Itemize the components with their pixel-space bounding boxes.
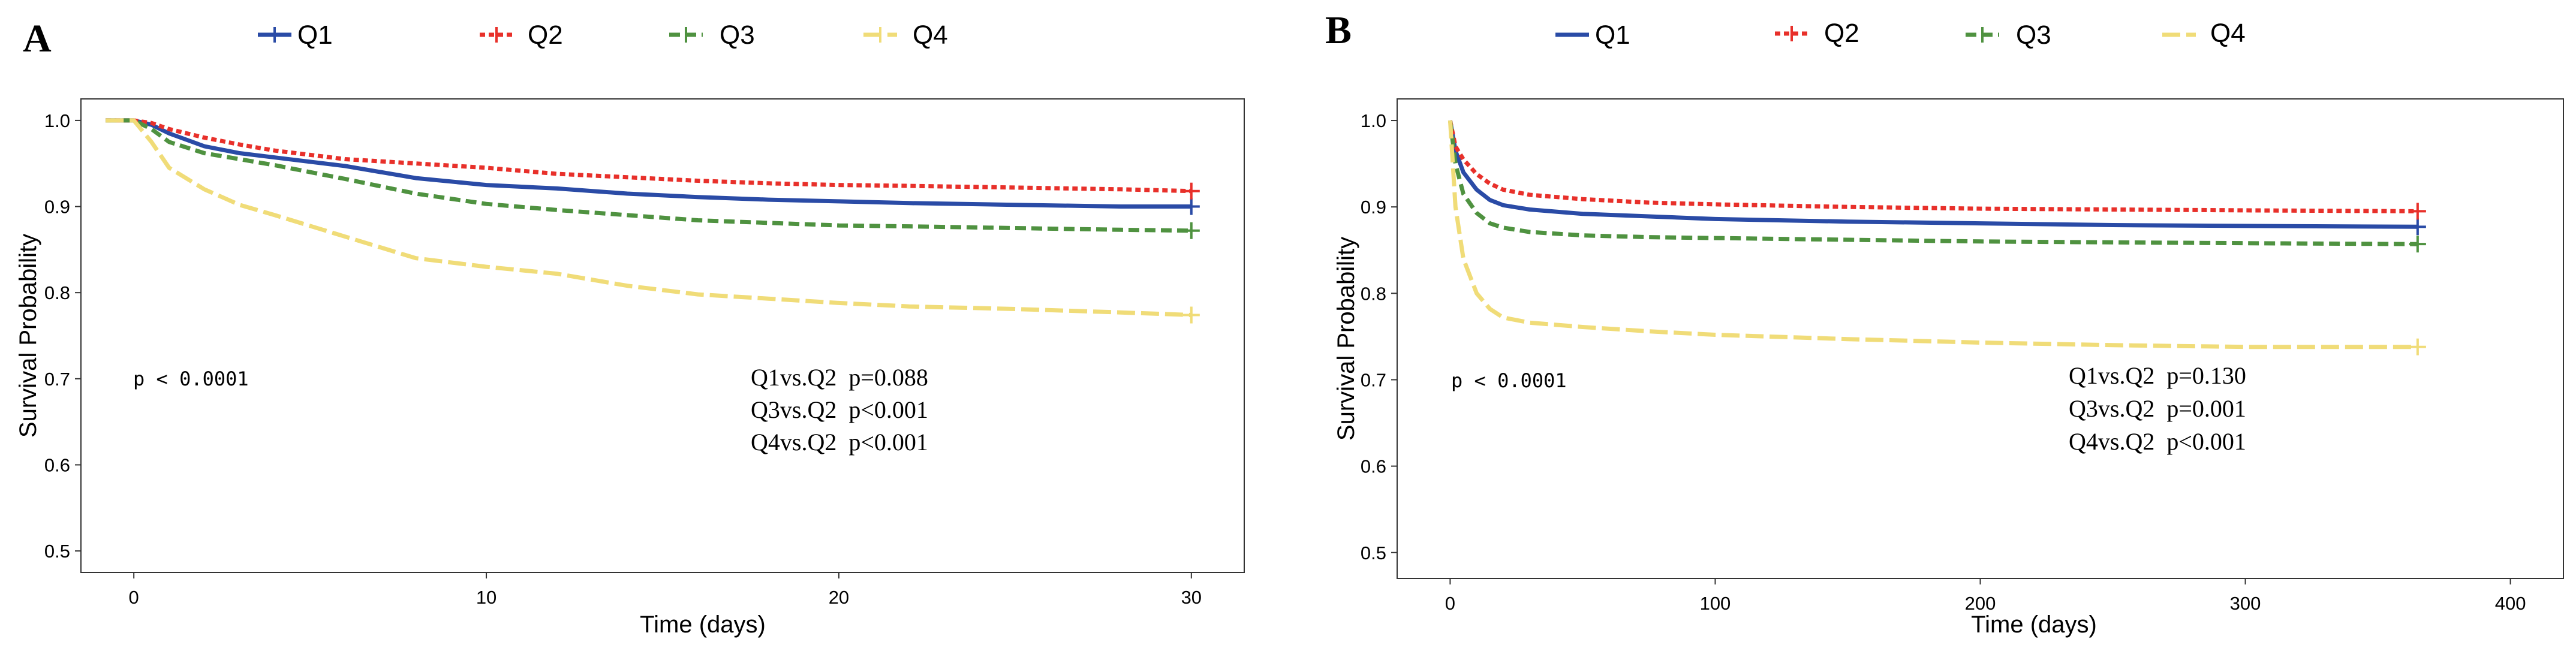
panel-b-letter: B xyxy=(1325,8,1352,52)
legend-item-q1: Q1 xyxy=(258,20,333,50)
panel-b-x-axis: 0 100 200 300 400 xyxy=(1445,578,2526,614)
legend-q4-label: Q4 xyxy=(2210,19,2246,48)
legend-item-q3: Q3 xyxy=(669,20,755,50)
panel-b-comparison-3: Q4vs.Q2 p<0.001 xyxy=(2069,428,2246,455)
panel-b-x-tick-label: 400 xyxy=(2495,593,2526,614)
legend-item-q3: Q3 xyxy=(1966,20,2051,50)
panel-b-pvalue: p < 0.0001 xyxy=(1451,369,1567,392)
legend-q1-label: Q1 xyxy=(297,20,333,50)
legend-item-q2: Q2 xyxy=(480,20,563,50)
panel-a-x-tick-label: 10 xyxy=(476,587,496,608)
panel-a-x-tick-label: 0 xyxy=(129,587,139,608)
panel-b-y-tick-label: 1.0 xyxy=(1361,110,1386,131)
panel-b-y-tick-label: 0.6 xyxy=(1361,456,1386,477)
panel-a-pvalue: p < 0.0001 xyxy=(133,367,249,390)
legend-q2-label: Q2 xyxy=(1824,19,1859,48)
panel-a-x-axis: 0 10 20 30 xyxy=(129,572,1202,608)
panel-b: B Q1 Q2 Q3 Q4 0.5 0.6 0.7 0.8 0.9 1.0 xyxy=(1325,8,2564,638)
legend-item-q1: Q1 xyxy=(1555,20,1630,50)
panel-a-legend: Q1 Q2 Q3 Q4 xyxy=(258,20,948,50)
panel-a-y-tick-label: 0.9 xyxy=(44,197,70,218)
panel-b-curve-q2 xyxy=(1448,120,2418,213)
panel-a-curve-q1 xyxy=(106,118,1191,209)
panel-a-comparison-2: Q3vs.Q2 p<0.001 xyxy=(751,396,928,423)
legend-q3-label: Q3 xyxy=(720,20,755,50)
panel-a-x-tick-label: 20 xyxy=(829,587,849,608)
panel-b-y-tick-label: 0.5 xyxy=(1361,542,1386,563)
panel-a-curves xyxy=(106,118,1200,324)
panel-a-comparison-1: Q1vs.Q2 p=0.088 xyxy=(751,364,928,391)
panel-b-y-tick-label: 0.9 xyxy=(1361,197,1386,218)
legend-q4-label: Q4 xyxy=(913,20,948,50)
panel-b-y-axis: 0.5 0.6 0.7 0.8 0.9 1.0 xyxy=(1361,110,1397,563)
panel-b-y-axis-title: Survival Probability xyxy=(1333,237,1359,441)
panel-a-y-tick-label: 0.7 xyxy=(44,369,70,390)
legend-item-q4: Q4 xyxy=(2162,19,2246,48)
panel-a-curve-q4 xyxy=(106,118,1191,317)
legend-item-q2: Q2 xyxy=(1775,19,1859,48)
panel-b-x-tick-label: 100 xyxy=(1700,593,1731,614)
panel-b-comparison-2: Q3vs.Q2 p=0.001 xyxy=(2069,395,2246,422)
panel-b-curve-q4 xyxy=(1448,120,2418,349)
panel-a-y-tick-label: 0.5 xyxy=(44,541,70,562)
panel-a-plot-frame xyxy=(80,98,1245,573)
panel-b-x-tick-label: 0 xyxy=(1445,593,1455,614)
panel-b-legend: Q1 Q2 Q3 Q4 xyxy=(1555,19,2246,50)
panel-a-letter: A xyxy=(23,17,52,61)
panel-a-curve-q2 xyxy=(106,118,1191,194)
panel-b-y-tick-label: 0.7 xyxy=(1361,369,1386,390)
panel-a-x-axis-title: Time (days) xyxy=(640,611,766,638)
panel-b-y-tick-label: 0.8 xyxy=(1361,283,1386,304)
panel-b-x-axis-title: Time (days) xyxy=(1971,611,2097,638)
panel-a-comparison-3: Q4vs.Q2 p<0.001 xyxy=(751,429,928,456)
panel-a: A Q1 Q2 Q3 Q4 0.5 0 xyxy=(15,17,1245,638)
legend-q2-label: Q2 xyxy=(528,20,563,50)
legend-item-q4: Q4 xyxy=(863,20,948,50)
panel-b-curve-q3 xyxy=(1448,120,2418,246)
panel-b-x-tick-label: 200 xyxy=(1965,593,1996,614)
panel-a-y-axis-title: Survival Probability xyxy=(15,234,41,438)
panel-b-comparison-1: Q1vs.Q2 p=0.130 xyxy=(2069,362,2246,389)
panel-b-plot-frame xyxy=(1397,98,2564,579)
panel-a-y-tick-label: 0.6 xyxy=(44,454,70,475)
panel-a-y-tick-label: 1.0 xyxy=(44,110,70,131)
panel-a-curve-q3 xyxy=(106,118,1191,233)
legend-q3-label: Q3 xyxy=(2016,20,2051,50)
legend-q1-label: Q1 xyxy=(1595,20,1630,50)
panel-a-x-tick-label: 30 xyxy=(1181,587,1202,608)
panel-b-curve-q1 xyxy=(1448,120,2418,229)
panel-a-y-tick-label: 0.8 xyxy=(44,282,70,303)
panel-b-curves xyxy=(1448,120,2426,355)
panel-a-y-axis: 0.5 0.6 0.7 0.8 0.9 1.0 xyxy=(44,110,81,562)
panel-b-x-tick-label: 300 xyxy=(2230,593,2261,614)
